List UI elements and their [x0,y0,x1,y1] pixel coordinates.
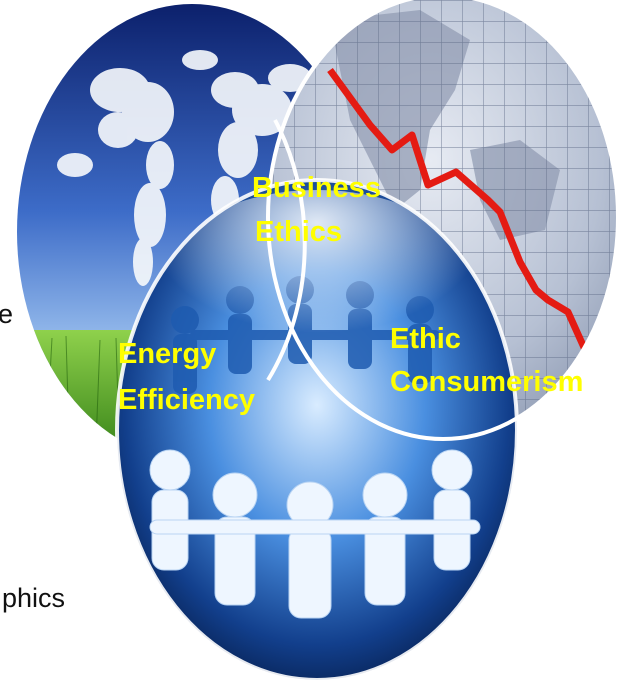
label-ethic: Ethic [390,323,461,355]
background-text-fragment-1: e [0,299,14,329]
label-consumerism: Consumerism [390,366,583,398]
right-circle-outline [266,0,620,441]
label-energy: Energy [118,338,216,370]
background-text-fragment-2: phics [2,583,66,613]
label-ethics: Ethics [255,216,342,248]
globe-circle-outline [115,178,519,682]
globe-people-image [117,180,517,680]
label-business: Business [252,172,381,204]
inner-intersection-outline [266,119,307,382]
label-efficiency: Efficiency [118,384,255,416]
